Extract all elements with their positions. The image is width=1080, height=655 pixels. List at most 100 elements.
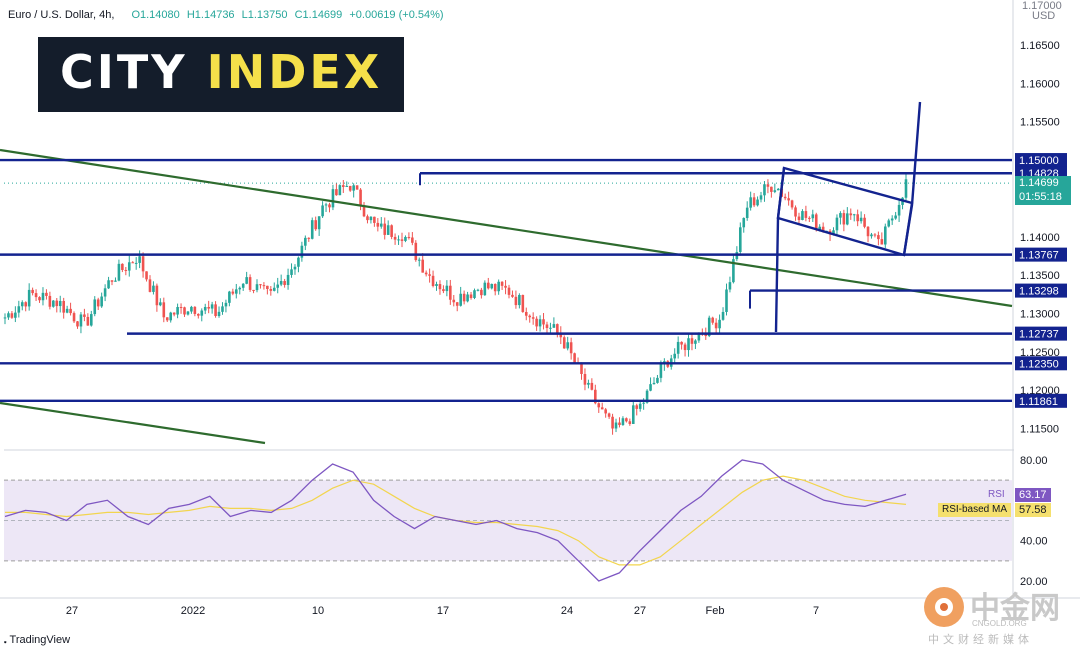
candle-body (338, 185, 342, 196)
candle-body (262, 285, 266, 287)
watermark-subtitle: 中文财经新媒体 (928, 634, 1033, 646)
candle-body (152, 285, 155, 292)
candle-body (300, 245, 304, 258)
candle-body (462, 293, 466, 302)
candle-body (3, 317, 7, 319)
level-badge (1015, 393, 1067, 408)
candle-body (749, 197, 752, 208)
candle-body (293, 266, 297, 270)
candle-body (631, 405, 635, 424)
candle-body (24, 302, 28, 307)
ohlc-high: H1.14736 (186, 9, 235, 21)
candle-body (742, 218, 746, 228)
candle-body (649, 384, 652, 391)
time-tick-label: 27 (66, 605, 78, 617)
candle-body (110, 280, 114, 282)
candle-body (352, 185, 355, 191)
candle-body (490, 283, 494, 289)
candle-body (514, 296, 518, 306)
candle-body (117, 263, 121, 281)
candle-body (127, 262, 131, 271)
candle-body (835, 217, 839, 231)
candle-body (93, 299, 97, 315)
candle-body (238, 287, 242, 290)
candle-body (839, 213, 842, 218)
candle-body (159, 302, 162, 306)
candle-body (535, 318, 538, 327)
level-badge-label: 1.12737 (1019, 329, 1059, 341)
candle-body (224, 302, 228, 307)
candle-body (890, 218, 894, 221)
candle-body (400, 239, 404, 241)
candle-body (590, 382, 594, 390)
candle-body (155, 285, 159, 306)
candle-body (652, 382, 656, 385)
candle-body (269, 288, 273, 291)
candle-body (707, 317, 711, 337)
candle-body (214, 304, 217, 316)
candle-body (690, 338, 694, 344)
rsi-legend-label: RSI (988, 489, 1005, 500)
rsi-ma-legend-label: RSI-based MA (938, 503, 1012, 517)
candle-body (55, 300, 59, 307)
candle-body (877, 235, 880, 240)
candle-body (48, 295, 52, 307)
candle-body (455, 302, 459, 306)
candle-body (373, 216, 376, 223)
candle-body (259, 284, 262, 286)
candle-body (832, 230, 835, 235)
price-tick-label: 1.11500 (1020, 424, 1059, 436)
candle-body (438, 284, 442, 290)
candle-body (597, 403, 601, 408)
candle-body (904, 179, 908, 198)
candle-body (379, 223, 383, 227)
candle-body (141, 256, 145, 272)
candle-body (493, 283, 497, 292)
candle-body (859, 217, 863, 222)
candle-body (45, 292, 48, 296)
candle-body (628, 421, 632, 424)
candle-body (849, 213, 853, 216)
candle-body (469, 294, 473, 298)
candle-body (190, 306, 193, 312)
candle-body (424, 272, 428, 275)
price-tick-label: 1.15500 (1020, 117, 1060, 129)
candle-body (887, 220, 891, 227)
candle-body (20, 302, 24, 307)
candle-body (241, 283, 245, 288)
level-badge (1015, 247, 1067, 262)
candle-body (638, 403, 642, 409)
level-badge (1015, 356, 1067, 371)
candle-body (673, 353, 677, 359)
candle-body (569, 342, 573, 354)
current-price-badge: 1.14699 01:55:18 (1015, 176, 1071, 205)
candle-body (328, 204, 331, 208)
candle-body (435, 284, 438, 286)
level-badge (1015, 326, 1067, 341)
candle-body (787, 198, 790, 201)
candle-body (846, 213, 849, 225)
tradingview-label: TradingView (9, 634, 71, 646)
time-tick-label: 10 (312, 605, 324, 617)
ohlc-open: O1.14080 (131, 9, 180, 21)
candle-body (393, 236, 397, 240)
candle-body (559, 332, 563, 338)
candle-body (445, 285, 449, 292)
current-price: 1.14699 (1019, 177, 1059, 189)
time-tick-label: 7 (813, 605, 819, 617)
candle-body (566, 342, 569, 349)
candle-body (342, 185, 345, 187)
price-tick-label: 1.13500 (1020, 270, 1060, 282)
tradingview-logo[interactable]: ᎐ TradingView (4, 632, 70, 647)
level-badge-label: 1.13298 (1019, 286, 1059, 298)
candle-body (604, 409, 607, 414)
candle-body (58, 300, 62, 307)
watermark-site: CNGOLD.ORG (972, 619, 1027, 628)
candle-body (17, 306, 21, 313)
candle-body (252, 289, 255, 291)
candle-body (459, 293, 462, 306)
downtrend-line-lower (0, 401, 266, 445)
breakout-projection (902, 101, 922, 256)
candle-body (65, 308, 69, 313)
